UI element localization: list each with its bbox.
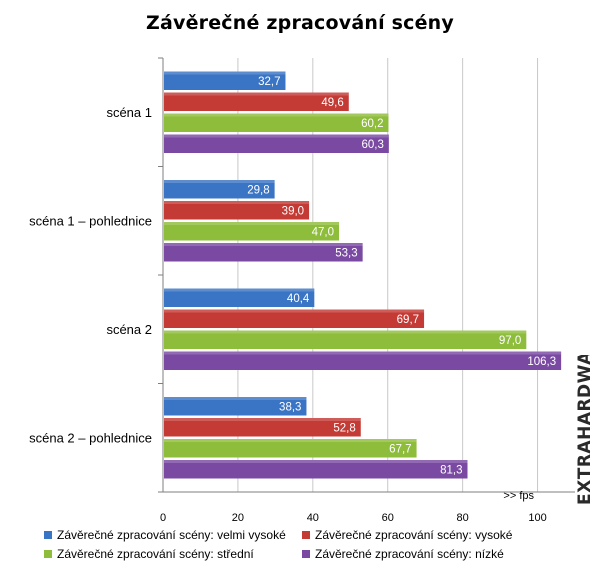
bar-highlight: [164, 201, 310, 204]
bar-highlight: [164, 222, 340, 225]
legend-label: Závěrečné zpracování scény: střední: [57, 547, 254, 561]
bar-highlight: [164, 397, 307, 400]
x-tick-label: 60: [382, 512, 394, 524]
bar-highlight: [164, 180, 275, 183]
data-label: 52,8: [333, 422, 355, 434]
bar: [164, 222, 340, 241]
bar: [164, 71, 286, 90]
bar: [164, 439, 417, 458]
chart-title: Závěrečné zpracování scény: [145, 12, 454, 34]
x-tick-label: 0: [160, 512, 166, 524]
bar: [164, 113, 389, 132]
bar-highlight: [164, 309, 425, 313]
bar-highlight: [164, 288, 315, 292]
legend-swatch: [302, 531, 310, 539]
legend-swatch: [302, 550, 310, 558]
x-unit-label: >> fps: [503, 490, 534, 502]
bar: [164, 418, 361, 437]
data-label: 67,7: [389, 443, 411, 455]
data-label: 97,0: [499, 335, 521, 347]
bar: [164, 288, 315, 307]
data-label: 38,3: [279, 401, 301, 413]
category-label: scéna 1 – pohlednice: [29, 213, 152, 228]
bar-highlight: [164, 418, 361, 421]
legend-swatch: [44, 531, 52, 539]
watermark-logo: EXTRAHARDWARE.cz: [575, 355, 595, 505]
legend-label: Závěrečné zpracování scény: vysoké: [315, 528, 513, 542]
bar: [164, 397, 307, 416]
bar: [164, 243, 363, 262]
bar-highlight: [164, 92, 349, 96]
bar: [164, 180, 275, 199]
legend-item: Závěrečné zpracování scény: nízké: [302, 547, 560, 561]
bar: [164, 330, 527, 349]
data-label: 49,6: [321, 97, 343, 109]
data-label: 60,3: [361, 139, 383, 151]
bar-highlight: [164, 351, 562, 355]
category-label: scéna 1: [106, 105, 152, 120]
x-tick-label: 100: [528, 512, 546, 524]
x-tick-label: 80: [457, 512, 469, 524]
legend-item: Závěrečné zpracování scény: vysoké: [302, 528, 560, 542]
bar-highlight: [164, 113, 389, 117]
bar-highlight: [164, 71, 286, 75]
bar-highlight: [164, 330, 527, 334]
data-label: 39,0: [282, 205, 304, 217]
bar-highlight: [164, 243, 363, 246]
bar: [164, 351, 562, 370]
bar-highlight: [164, 460, 468, 463]
data-label: 81,3: [440, 464, 462, 476]
legend: Závěrečné zpracování scény: velmi vysoké…: [44, 528, 564, 561]
watermark-text: EXTRAHARDWARE.cz: [575, 355, 595, 505]
data-label: 40,4: [287, 293, 310, 305]
category-label: scéna 2: [106, 322, 152, 337]
bar: [164, 460, 468, 479]
legend-label: Závěrečné zpracování scény: velmi vysoké: [57, 528, 286, 542]
bar: [164, 92, 349, 111]
data-label: 69,7: [397, 314, 419, 326]
legend-item: Závěrečné zpracování scény: velmi vysoké: [44, 528, 302, 542]
bar: [164, 201, 310, 220]
legend-item: Závěrečné zpracování scény: střední: [44, 547, 302, 561]
data-label: 32,7: [258, 76, 280, 88]
data-label: 29,8: [247, 184, 269, 196]
category-label: scéna 2 – pohlednice: [29, 430, 152, 445]
data-label: 60,2: [361, 118, 383, 130]
bar-highlight: [164, 439, 417, 442]
x-tick-label: 20: [232, 512, 244, 524]
bar: [164, 134, 389, 153]
data-label: 47,0: [312, 226, 334, 238]
bar: [164, 309, 425, 328]
bar-highlight: [164, 134, 389, 138]
x-tick-label: 40: [307, 512, 319, 524]
data-label: 53,3: [335, 247, 357, 259]
legend-swatch: [44, 550, 52, 558]
legend-label: Závěrečné zpracování scény: nízké: [315, 547, 504, 561]
data-label: 106,3: [527, 356, 556, 368]
